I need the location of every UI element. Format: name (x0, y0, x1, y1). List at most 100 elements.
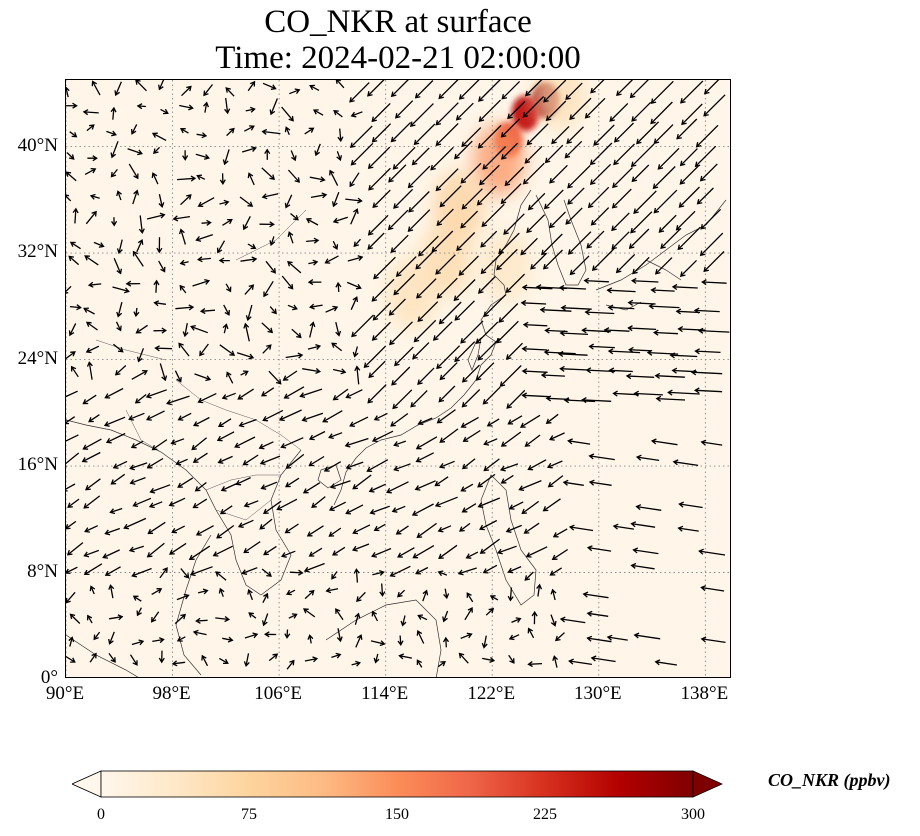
wind-arrow (454, 140, 473, 160)
wind-arrow (355, 634, 363, 648)
wind-arrow (367, 232, 385, 250)
wind-arrow (170, 438, 185, 446)
wind-arrow (84, 525, 98, 533)
wind-arrow (557, 350, 588, 358)
wind-arrow (66, 152, 75, 160)
wind-arrow (332, 368, 347, 375)
wind-arrow (480, 251, 504, 275)
wind-arrow (115, 321, 122, 332)
wind-arrow (436, 409, 456, 424)
wind-arrow (242, 146, 257, 153)
wind-arrow (508, 501, 524, 510)
wind-arrow (263, 500, 282, 514)
colorbar-tick-label: 0 (97, 806, 105, 823)
wind-arrow (66, 285, 72, 294)
wind-arrow (371, 430, 394, 443)
wind-arrow (149, 484, 171, 494)
wind-arrow (548, 432, 565, 441)
wind-arrow (82, 394, 97, 405)
map-canvas (66, 80, 730, 677)
wind-arrow (284, 126, 291, 136)
wind-arrow (439, 185, 462, 208)
wind-arrow (178, 342, 190, 357)
wind-arrow (507, 566, 522, 574)
wind-arrow (392, 389, 413, 410)
wind-arrow (655, 395, 686, 402)
wind-arrow (391, 366, 411, 386)
wind-arrow (390, 121, 412, 143)
wind-arrow (678, 501, 703, 509)
wind-arrow (481, 203, 505, 228)
wind-arrow (171, 525, 185, 534)
wind-arrow (390, 234, 409, 253)
wind-arrow (477, 276, 496, 294)
wind-arrow (243, 322, 250, 342)
wind-arrow (611, 188, 632, 209)
wind-arrow (331, 571, 338, 580)
wind-arrow (545, 413, 559, 424)
wind-arrow (465, 551, 479, 559)
wind-arrow (391, 505, 406, 513)
wind-arrow (269, 98, 279, 116)
wind-arrow (192, 452, 208, 463)
wind-arrow (289, 88, 301, 95)
wind-arrow (587, 186, 610, 209)
wind-arrow (104, 566, 121, 577)
wind-arrow (112, 460, 128, 469)
wind-arrow (66, 483, 76, 492)
wind-arrow (615, 253, 636, 274)
wind-arrow (85, 321, 98, 331)
wind-arrow (435, 122, 459, 147)
wind-arrow (158, 194, 165, 208)
wind-arrow (304, 589, 315, 600)
wind-arrow (158, 260, 166, 273)
wind-arrow (345, 389, 363, 399)
wind-arrow (660, 228, 681, 249)
wind-arrow (549, 164, 568, 184)
wind-arrow (174, 370, 182, 383)
wind-arrow (261, 193, 279, 200)
wind-arrow (458, 80, 480, 100)
wind-arrow (258, 441, 274, 450)
wind-arrow (679, 259, 697, 277)
wind-arrow (461, 503, 477, 513)
wind-arrow (552, 655, 559, 668)
wind-arrow (261, 613, 269, 627)
wind-arrow (192, 278, 211, 287)
wind-arrow (681, 103, 703, 126)
wind-arrow (216, 431, 235, 442)
wind-arrow (68, 636, 75, 647)
map-panel[interactable] (65, 79, 731, 678)
wind-arrow (72, 207, 79, 224)
wind-arrow (222, 636, 234, 643)
wind-arrow (304, 127, 315, 135)
wind-arrow (672, 459, 699, 467)
wind-arrow (669, 352, 698, 359)
lat-tick-label: 8°N (27, 560, 58, 582)
wind-arrow (607, 348, 641, 355)
wind-arrow (456, 232, 476, 252)
wind-arrow (309, 84, 320, 91)
wind-arrow (114, 81, 122, 97)
wind-arrow (325, 305, 339, 313)
wind-arrow (432, 321, 453, 341)
wind-arrow (475, 321, 499, 345)
wind-arrow (394, 346, 414, 367)
wind-arrow (168, 542, 187, 555)
wind-arrow (483, 438, 498, 446)
wind-arrow (335, 80, 345, 89)
wind-arrow (479, 538, 500, 554)
wind-arrow (569, 255, 590, 276)
colorbar (72, 770, 723, 798)
wind-arrow (248, 612, 257, 619)
wind-arrow (606, 634, 628, 641)
wind-arrow (301, 412, 324, 423)
wind-arrow (461, 127, 482, 148)
wind-arrow (393, 188, 414, 209)
wind-arrow (612, 390, 639, 397)
wind-arrow (328, 501, 346, 512)
wind-arrow (526, 214, 546, 234)
wind-arrow (416, 659, 423, 668)
wind-arrow (180, 194, 192, 206)
wind-arrow (629, 80, 649, 99)
